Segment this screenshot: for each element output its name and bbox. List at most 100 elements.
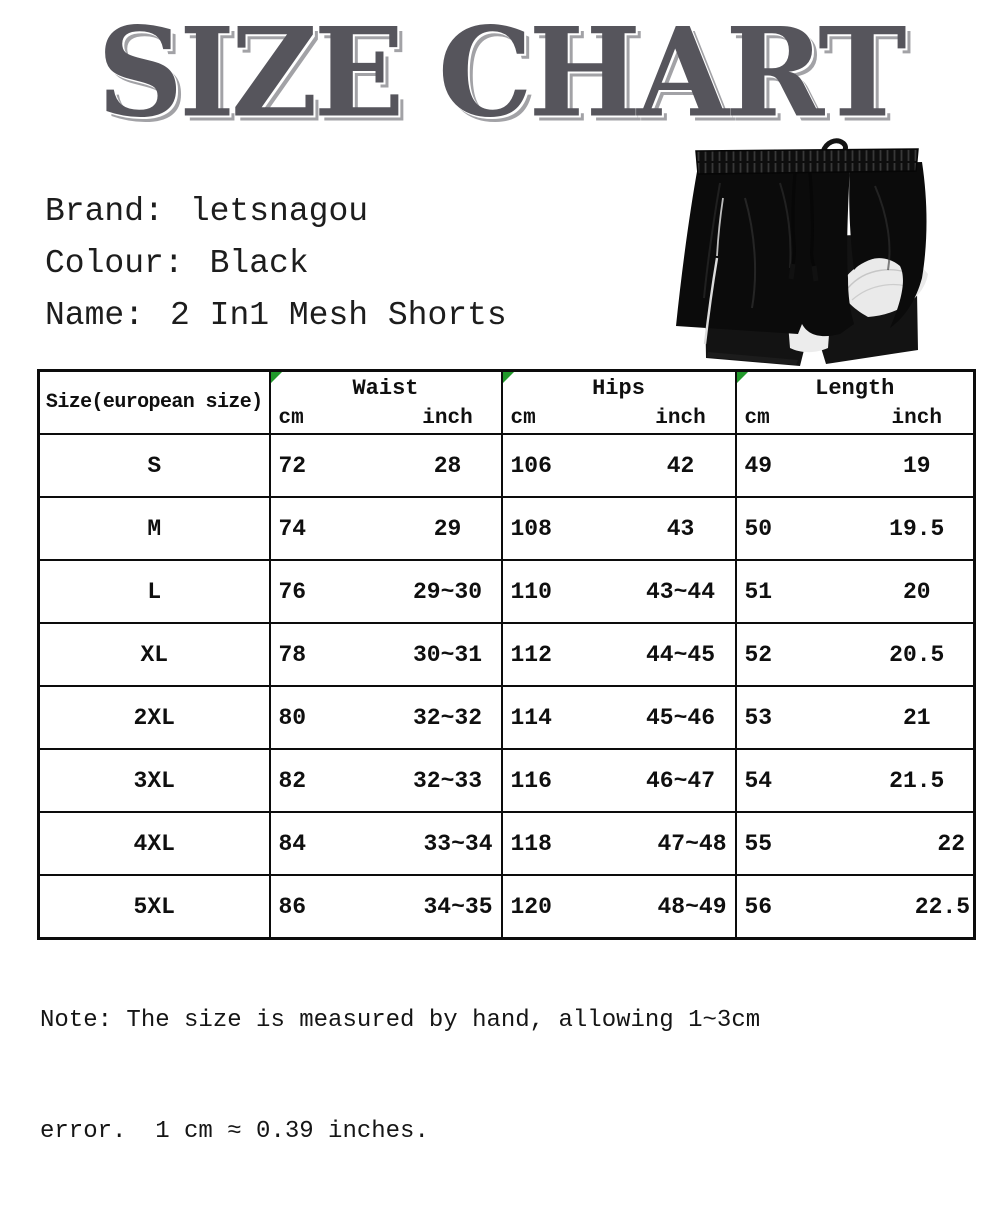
cell-hips-inch: 43~44 (645, 578, 715, 605)
cell-hips: 110 43~44 (500, 559, 737, 624)
colour-label: Colour: (45, 245, 184, 282)
cell-hips-cm: 110 (510, 578, 552, 605)
cell-length-inch: 20 (902, 578, 931, 605)
unit-inch-label: inch (891, 407, 942, 430)
colour-line: Colour: Black (45, 238, 507, 290)
cell-length: 50 19.5 (734, 496, 976, 561)
name-line: Name: 2 In1 Mesh Shorts (45, 290, 507, 342)
cell-hips-inch: 45~46 (645, 704, 715, 731)
shorts-side-stripe (703, 197, 724, 345)
cell-length: 49 19 (734, 433, 976, 498)
cell-length: 54 21.5 (734, 748, 976, 813)
cell-length: 55 22 (734, 811, 976, 876)
table-row-4xl: 4XL 84 33~34 118 47~48 55 22 (37, 811, 976, 876)
cell-length-cm: 49 (744, 452, 773, 479)
cell-length-cm: 56 (744, 893, 773, 920)
cell-waist-inch: 32~32 (412, 704, 482, 731)
cell-waist: 76 29~30 (268, 559, 503, 624)
cell-length: 56 22.5 (734, 874, 976, 940)
cell-hips-cm: 118 (510, 830, 552, 857)
table-row-m: M 74 29 108 43 50 19.5 (37, 496, 976, 561)
cell-waist: 86 34~35 (268, 874, 503, 940)
cell-length: 53 21 (734, 685, 976, 750)
cell-size: XL (37, 622, 271, 687)
cell-hips-inch: 47~48 (657, 830, 727, 857)
shorts-drawstrings (788, 172, 819, 282)
unit-row-hips: cm inch (504, 406, 734, 432)
cell-length-inch: 19 (902, 452, 931, 479)
size-chart-table: Size(european size) Waist cm inch Hips (37, 369, 976, 940)
cell-hips-cm: 116 (510, 767, 552, 794)
cell-waist-inch: 34~35 (423, 893, 493, 920)
product-info: Brand: letsnagou Colour: Black Name: 2 In1 … (45, 186, 507, 342)
cell-length-inch: 21 (902, 704, 931, 731)
cell-size: 5XL (37, 874, 271, 940)
cell-waist-cm: 76 (278, 578, 307, 605)
cell-waist-inch: 30~31 (412, 641, 482, 668)
cell-hips-cm: 112 (510, 641, 552, 668)
cell-hips: 120 48~49 (500, 874, 737, 940)
cell-hips-inch: 42 (666, 452, 695, 479)
name-label: Name: (45, 297, 145, 334)
cell-waist-cm: 80 (278, 704, 307, 731)
header-size-column: Size(european size) (37, 369, 271, 435)
group-label-length: Length (815, 375, 895, 401)
cell-hips-cm: 120 (510, 893, 552, 920)
cell-waist-cm: 82 (278, 767, 307, 794)
cell-hips-inch: 46~47 (645, 767, 715, 794)
unit-cm-label: cm (744, 407, 770, 430)
cell-waist: 72 28 (268, 433, 503, 498)
page-title: SIZE CHART (97, 1, 906, 146)
cell-length-cm: 52 (744, 641, 773, 668)
header-group-waist: Waist cm inch (268, 369, 503, 435)
unit-inch-label: inch (655, 407, 706, 430)
header-group-length: Length cm inch (734, 369, 976, 435)
cell-waist: 74 29 (268, 496, 503, 561)
cell-size: 4XL (37, 811, 271, 876)
name-value: 2 In1 Mesh Shorts (170, 297, 507, 334)
cell-hips-cm: 114 (510, 704, 552, 731)
cell-length-inch: 21.5 (889, 767, 945, 794)
product-photo-shorts (676, 138, 928, 366)
cell-waist-inch: 32~33 (412, 767, 482, 794)
cell-waist-inch: 28 (433, 452, 462, 479)
cell-length-inch: 20.5 (889, 641, 945, 668)
table-row-5xl: 5XL 86 34~35 120 48~49 56 22.5 (37, 874, 976, 940)
group-label-hips: Hips (592, 375, 645, 401)
unit-row-waist: cm inch (272, 406, 500, 432)
cell-size: L (37, 559, 271, 624)
header-group-hips-inner: Hips cm inch (504, 374, 734, 432)
cell-hips: 106 42 (500, 433, 737, 498)
table-row-2xl: 2XL 80 32~32 114 45~46 53 21 (37, 685, 976, 750)
brand-line: Brand: letsnagou (45, 186, 507, 238)
unit-cm-label: cm (510, 407, 536, 430)
green-triangle-icon (737, 372, 748, 383)
brand-value: letsnagou (189, 193, 369, 230)
unit-cm-label: cm (278, 407, 304, 430)
shorts-outer-layer (676, 162, 927, 337)
cell-hips-cm: 108 (510, 515, 552, 542)
note-line-1: Note: The size is measured by hand, allo… (40, 1007, 761, 1034)
cell-hips-cm: 106 (510, 452, 552, 479)
size-chart-page: SIZE CHART Brand: letsnagou Colour: Black … (37, 1, 976, 1145)
table-row-xl: XL 78 30~31 112 44~45 52 20.5 (37, 622, 976, 687)
colour-value: Black (209, 245, 309, 282)
cell-waist-inch: 29 (433, 515, 462, 542)
header-group-length-inner: Length cm inch (738, 374, 973, 432)
cell-hips: 112 44~45 (500, 622, 737, 687)
brand-label: Brand: (45, 193, 164, 230)
cell-hips: 116 46~47 (500, 748, 737, 813)
cell-hips: 108 43 (500, 496, 737, 561)
cell-waist-inch: 33~34 (423, 830, 493, 857)
cell-hips-inch: 48~49 (657, 893, 727, 920)
green-triangle-icon (271, 372, 282, 383)
cell-length-cm: 55 (744, 830, 773, 857)
cell-length-cm: 51 (744, 578, 773, 605)
cell-waist-cm: 72 (278, 452, 307, 479)
cell-hips-inch: 43 (666, 515, 695, 542)
group-label-waist: Waist (352, 375, 419, 401)
cell-length: 52 20.5 (734, 622, 976, 687)
cell-length-inch: 19.5 (889, 515, 945, 542)
cell-length-inch: 22 (937, 830, 965, 857)
table-row-s: S 72 28 106 42 49 19 (37, 433, 976, 498)
